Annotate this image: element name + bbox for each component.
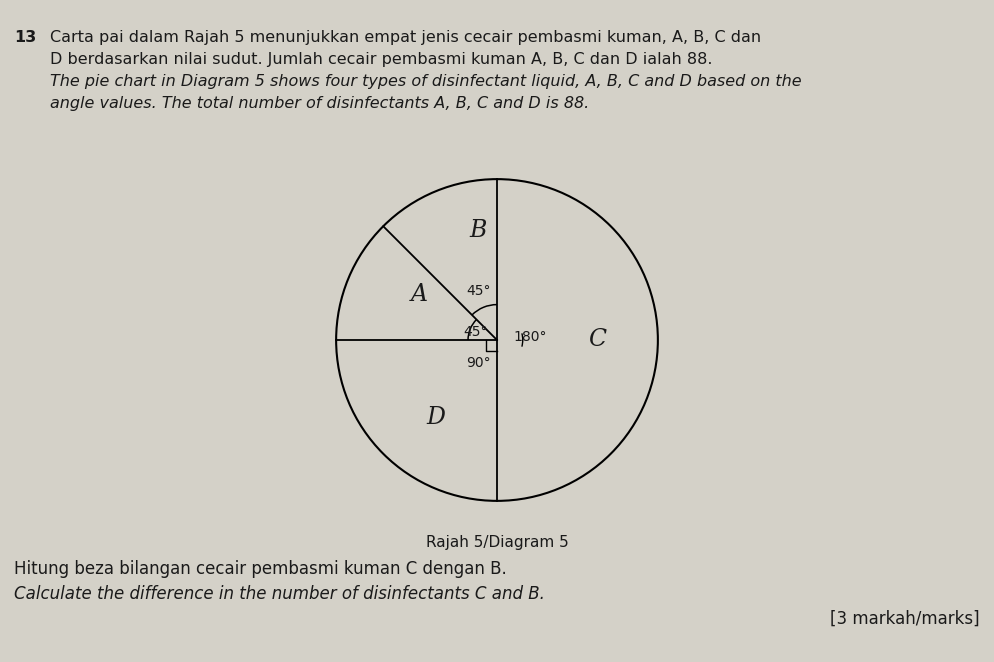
Text: 45°: 45° [465,284,490,298]
Text: A: A [411,283,427,307]
Text: Hitung beza bilangan cecair pembasmi kuman C dengan B.: Hitung beza bilangan cecair pembasmi kum… [14,560,506,578]
Text: D berdasarkan nilai sudut. Jumlah cecair pembasmi kuman A, B, C dan D ialah 88.: D berdasarkan nilai sudut. Jumlah cecair… [50,52,712,67]
Text: 90°: 90° [465,356,490,370]
Text: Rajah 5/Diagram 5: Rajah 5/Diagram 5 [425,535,568,550]
Text: C: C [587,328,605,352]
Text: D: D [426,406,445,429]
Text: B: B [468,219,486,242]
Text: 13: 13 [14,30,36,45]
Text: Calculate the difference in the number of disinfectants C and B.: Calculate the difference in the number o… [14,585,545,603]
Text: The pie chart in Diagram 5 shows four types of disinfectant liquid, A, B, C and : The pie chart in Diagram 5 shows four ty… [50,74,801,89]
Text: Carta pai dalam Rajah 5 menunjukkan empat jenis cecair pembasmi kuman, A, B, C d: Carta pai dalam Rajah 5 menunjukkan empa… [50,30,760,45]
Text: 45°: 45° [462,325,487,339]
Text: angle values. The total number of disinfectants A, B, C and D is 88.: angle values. The total number of disinf… [50,96,588,111]
Text: 180°: 180° [513,330,546,344]
Text: [3 markah/marks]: [3 markah/marks] [830,610,979,628]
